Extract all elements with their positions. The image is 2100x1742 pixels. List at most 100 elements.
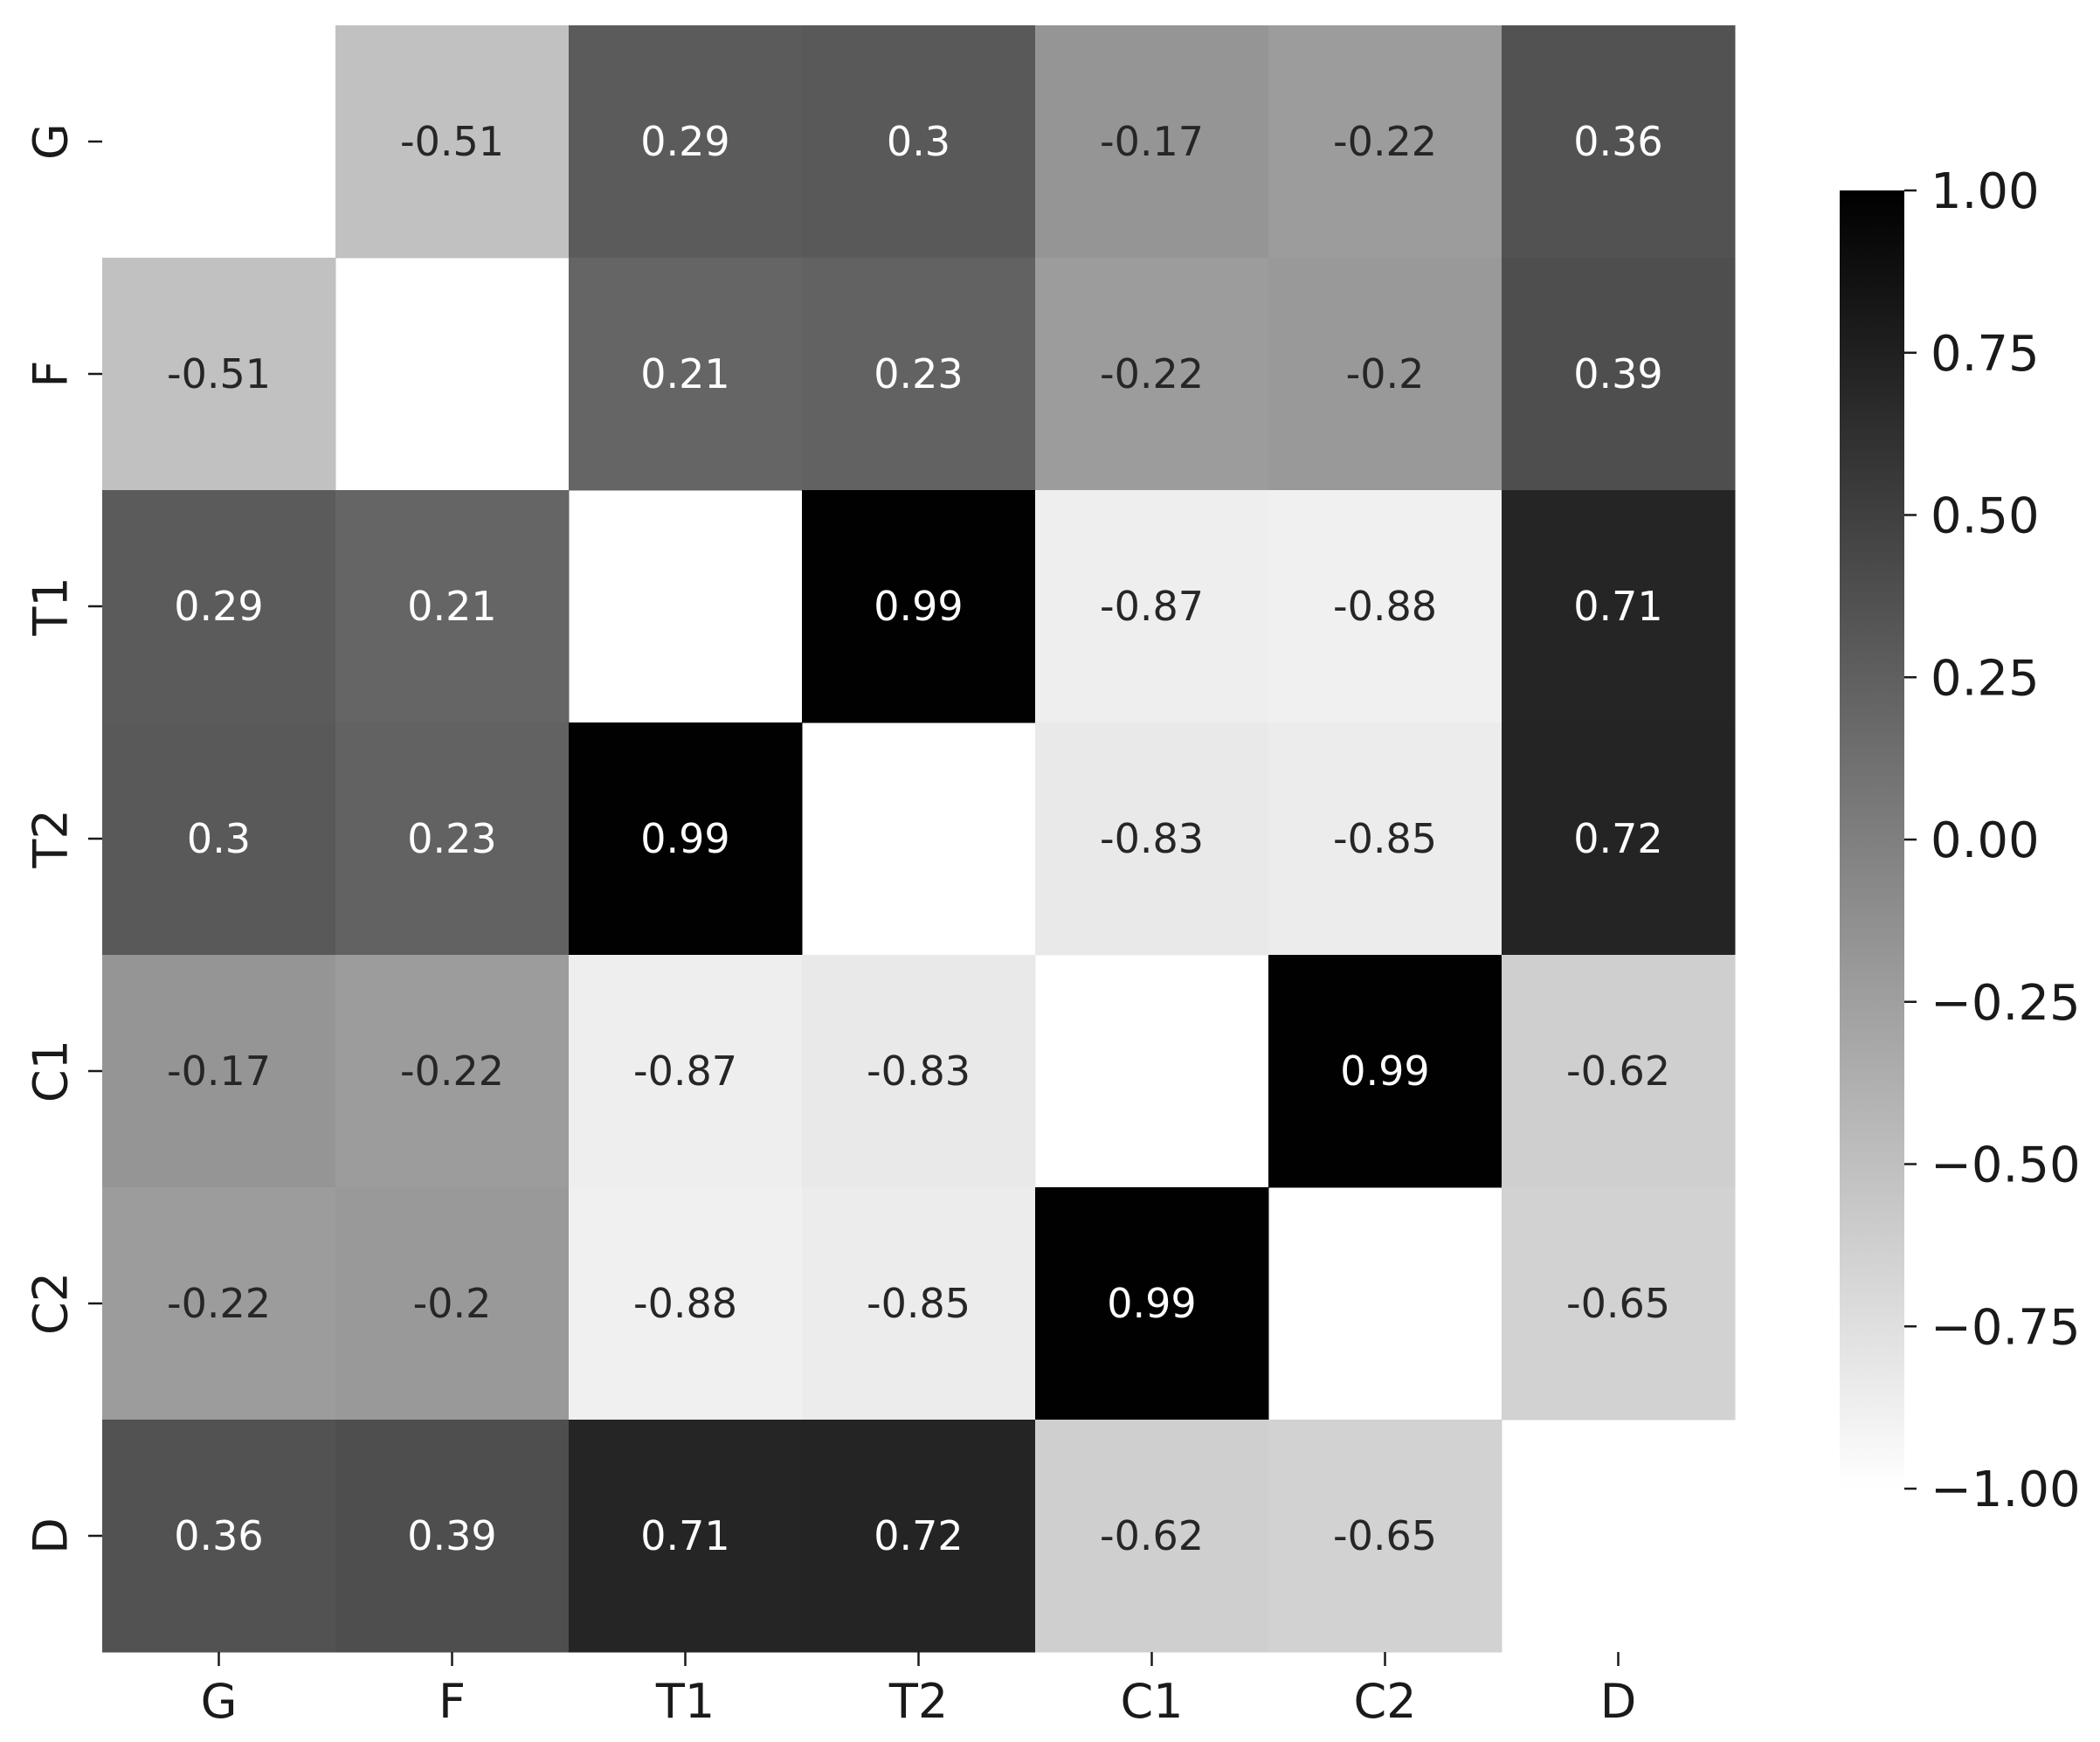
- heatmap-cell-T2-F: [335, 722, 570, 956]
- colorbar-tick-label: −0.75: [1931, 1299, 2081, 1356]
- cell-value-label: 0.3: [187, 815, 251, 862]
- heatmap-cell-C2-T1: [569, 1187, 803, 1421]
- cell-value-label: -0.62: [1100, 1512, 1204, 1559]
- x-tick-label: C2: [1353, 1674, 1416, 1729]
- x-tick-label: T1: [655, 1674, 715, 1729]
- heatmap-cell-T1-C1: [1035, 490, 1269, 723]
- cell-value-label: -0.65: [1566, 1280, 1670, 1327]
- heatmap-cell-D-C1: [1035, 1420, 1269, 1653]
- colorbar-tick-label: −0.50: [1931, 1137, 2081, 1194]
- heatmap-cell-D-F: [335, 1420, 570, 1653]
- cell-value-label: -0.62: [1566, 1047, 1670, 1095]
- cell-value-label: -0.65: [1333, 1512, 1437, 1559]
- heatmap-cell-C2-C1: [1035, 1187, 1269, 1421]
- heatmap-cell-F-C2: [1268, 258, 1502, 491]
- heatmap-cell-C2-G: [102, 1187, 336, 1421]
- heatmap-cell-T2-C2: [1268, 722, 1502, 956]
- cell-value-label: 0.23: [407, 815, 496, 862]
- cell-value-label: -0.85: [867, 1280, 971, 1327]
- heatmap-cell-T1-D: [1502, 490, 1736, 723]
- heatmap-cell-T1-G: [102, 490, 336, 723]
- y-tick-label: G: [24, 123, 79, 160]
- cell-value-label: -0.22: [167, 1280, 271, 1327]
- heatmap-cell-T2-D: [1502, 722, 1736, 956]
- colorbar-tick-label: 0.00: [1931, 812, 2040, 869]
- cell-value-label: -0.87: [633, 1047, 737, 1095]
- cell-value-label: 0.23: [874, 350, 963, 397]
- cell-value-label: -0.17: [167, 1047, 271, 1095]
- heatmap-cell-F-D: [1502, 258, 1736, 491]
- heatmap-cell-G-D: [1502, 25, 1736, 259]
- heatmap-cell-C1-T2: [802, 955, 1036, 1188]
- x-tick-label: D: [1600, 1674, 1637, 1729]
- heatmap-cell-D-C2: [1268, 1420, 1502, 1653]
- cell-value-label: 0.71: [1573, 583, 1662, 630]
- y-tick-label: T1: [24, 577, 79, 636]
- heatmap-cell-G-F: [335, 25, 570, 259]
- heatmap-cell-F-G: [102, 258, 336, 491]
- cell-value-label: 0.99: [640, 815, 729, 862]
- cell-value-label: -0.85: [1333, 815, 1437, 862]
- heatmap-cell-D-T1: [569, 1420, 803, 1653]
- cell-value-label: 0.71: [640, 1512, 729, 1559]
- heatmap-cell-G-T1: [569, 25, 803, 259]
- heatmap-cells: [102, 25, 1736, 1653]
- heatmap-cell-C1-T1: [569, 955, 803, 1188]
- cell-value-label: -0.87: [1100, 583, 1204, 630]
- colorbar-gradient: [1840, 190, 1904, 1489]
- colorbar-tick-label: −1.00: [1931, 1462, 2081, 1518]
- cell-value-label: 0.21: [640, 350, 729, 397]
- colorbar-tick-label: 0.25: [1931, 650, 2040, 707]
- x-tick-label: G: [201, 1674, 238, 1729]
- cell-value-label: 0.72: [874, 1512, 963, 1559]
- heatmap-cell-T1-T2: [802, 490, 1036, 723]
- heatmap-cell-C2-D: [1502, 1187, 1736, 1421]
- cell-value-label: 0.39: [1573, 350, 1662, 397]
- cell-value-label: -0.2: [413, 1280, 492, 1327]
- cell-value-label: -0.22: [1100, 350, 1204, 397]
- cell-value-label: -0.17: [1100, 118, 1204, 165]
- cell-value-label: -0.51: [167, 350, 271, 397]
- heatmap-cell-C1-D: [1502, 955, 1736, 1188]
- heatmap-cell-G-C1: [1035, 25, 1269, 259]
- y-tick-label: C2: [24, 1272, 79, 1335]
- cell-value-label: 0.21: [407, 583, 496, 630]
- cell-value-label: 0.39: [407, 1512, 496, 1559]
- heatmap-cell-F-T2: [802, 258, 1036, 491]
- colorbar-tick-label: 0.75: [1931, 326, 2040, 383]
- cell-value-label: -0.83: [867, 1047, 971, 1095]
- cell-value-label: 0.29: [640, 118, 729, 165]
- cell-value-label: -0.88: [633, 1280, 737, 1327]
- heatmap-cell-D-T2: [802, 1420, 1036, 1653]
- heatmap-cell-G-T2: [802, 25, 1036, 259]
- x-tick-label: F: [439, 1674, 466, 1729]
- y-tick-label: T2: [24, 809, 79, 868]
- cell-value-label: -0.83: [1100, 815, 1204, 862]
- x-axis: G F T1 T2 C1 C2 D: [201, 1652, 1637, 1729]
- y-tick-label: C1: [24, 1040, 79, 1103]
- cell-value-label: 0.99: [874, 583, 963, 630]
- heatmap-cell-C2-T2: [802, 1187, 1036, 1421]
- cell-value-label: -0.2: [1346, 350, 1425, 397]
- cell-value-label: -0.51: [400, 118, 504, 165]
- heatmap-cell-T1-F: [335, 490, 570, 723]
- heatmap-cell-D-G: [102, 1420, 336, 1653]
- colorbar: 1.00 0.75 0.50 0.25 0.00 −0.25 −0.50 −0.75 −1.00: [1840, 163, 2081, 1518]
- cell-value-label: 0.29: [174, 583, 263, 630]
- heatmap-cell-G-C2: [1268, 25, 1502, 259]
- cell-value-label: 0.99: [1107, 1280, 1196, 1327]
- cell-value-label: 0.99: [1340, 1047, 1429, 1095]
- cell-value-label: -0.22: [1333, 118, 1437, 165]
- heatmap-cell-F-T1: [569, 258, 803, 491]
- heatmap-cell-T1-C2: [1268, 490, 1502, 723]
- heatmap-cell-T2-G: [102, 722, 336, 956]
- heatmap-cell-C1-F: [335, 955, 570, 1188]
- heatmap-cell-T2-T1: [569, 722, 803, 956]
- cell-value-label: 0.72: [1573, 815, 1662, 862]
- heatmap-cell-T2-C1: [1035, 722, 1269, 956]
- x-tick-label: C1: [1120, 1674, 1183, 1729]
- y-tick-label: F: [24, 360, 79, 387]
- colorbar-tick-label: 0.50: [1931, 488, 2040, 545]
- heatmap-cell-C2-F: [335, 1187, 570, 1421]
